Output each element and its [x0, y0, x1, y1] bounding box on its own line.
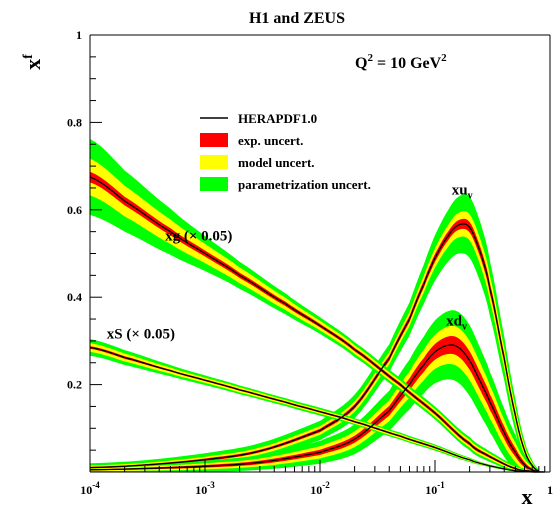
scale-annotation: Q2 = 10 GeV2 [355, 52, 447, 72]
series-label-2: xg (× 0.05) [165, 228, 232, 244]
x-tick-label: 10-1 [425, 480, 445, 497]
x-tick-label: 1 [547, 483, 553, 497]
y-tick-label: 0.2 [67, 378, 82, 392]
y-tick-label: 1 [76, 28, 82, 42]
central-curves [89, 176, 545, 473]
series-0-param-band [90, 194, 539, 472]
series-label-1: xdv [446, 314, 467, 333]
y-axis-label: xf [20, 54, 45, 70]
series-3-central-line [89, 346, 545, 473]
series-0-central-line [89, 223, 540, 472]
series-labels: xuv xdv xg (× 0.05) xS (× 0.05) [107, 183, 473, 343]
series-1-central-line [89, 344, 539, 473]
y-tick-label: 0.4 [67, 290, 82, 304]
legend-label: HERAPDF1.0 [238, 111, 317, 126]
y-tick-label: 0.6 [67, 203, 82, 217]
legend-box-swatch [200, 155, 228, 169]
legend-label: model uncert. [238, 155, 315, 170]
axis-ticks: 10-4 10-3 10-2 10-1 1 0.2 0.4 0.6 0.8 1 [67, 28, 553, 497]
chart-title: H1 and ZEUS [249, 10, 345, 27]
legend-box-swatch [200, 177, 228, 191]
legend-label: parametrization uncert. [238, 177, 371, 192]
y-tick-label: 0.8 [67, 115, 82, 129]
x-tick-label: 10-3 [195, 480, 215, 497]
x-tick-label: 10-2 [310, 480, 330, 497]
series-label-3: xS (× 0.05) [107, 327, 175, 343]
series-label-0: xuv [452, 183, 473, 202]
series-2-central-line [89, 176, 545, 473]
x-axis-label: x [522, 484, 533, 508]
x-tick-label: 10-4 [80, 480, 100, 497]
legend: HERAPDF1.0 exp. uncert. model uncert. param… [200, 111, 371, 192]
legend-box-swatch [200, 133, 228, 147]
legend-label: exp. uncert. [238, 133, 303, 148]
